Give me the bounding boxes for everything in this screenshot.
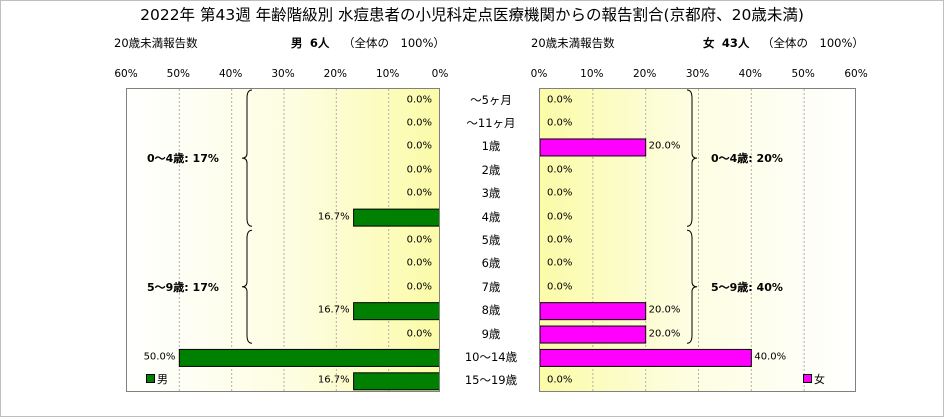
male-value-label: 0.0% bbox=[406, 140, 432, 152]
male-x-tick: 40% bbox=[218, 68, 243, 80]
male-value-label: 16.7% bbox=[317, 304, 350, 316]
female-plot-area bbox=[539, 88, 856, 392]
female-value-label: 0.0% bbox=[547, 94, 573, 106]
female-value-label: 0.0% bbox=[547, 117, 573, 129]
male-value-label: 0.0% bbox=[406, 94, 432, 106]
male-x-tick: 20% bbox=[323, 68, 347, 80]
female-value-label: 0.0% bbox=[547, 187, 573, 199]
female-value-label: 20.0% bbox=[648, 328, 681, 340]
age-category-label: 9歳 bbox=[481, 326, 501, 341]
age-category-label: ～11ヶ月 bbox=[466, 116, 516, 131]
female-legend-swatch bbox=[803, 374, 812, 383]
female-x-tick: 60% bbox=[844, 68, 868, 80]
female-bar-2 bbox=[540, 138, 647, 157]
female-group-label: 5～9歳: 40% bbox=[711, 280, 783, 294]
right-count-value: 女 43人 bbox=[703, 35, 749, 51]
female-x-tick: 10% bbox=[580, 68, 604, 80]
male-value-label: 0.0% bbox=[406, 257, 432, 269]
male-bar-9 bbox=[353, 302, 439, 321]
male-x-tick: 0% bbox=[431, 68, 449, 80]
male-legend-swatch bbox=[146, 374, 155, 383]
male-bar-12 bbox=[353, 372, 439, 391]
age-category-label: 15～19歳 bbox=[464, 373, 518, 388]
left-sex: 男 bbox=[291, 36, 303, 50]
right-total: （全体の 100%） bbox=[762, 36, 864, 50]
age-category-label: 8歳 bbox=[481, 303, 501, 318]
age-category-label: ～5ヶ月 bbox=[470, 92, 512, 107]
female-bar-9 bbox=[540, 302, 647, 321]
male-group-label: 5～9歳: 17% bbox=[147, 280, 219, 294]
male-x-tick: 50% bbox=[166, 68, 190, 80]
male-bars-svg bbox=[178, 89, 439, 391]
male-bar-5 bbox=[353, 208, 439, 227]
age-category-label: 2歳 bbox=[481, 162, 501, 177]
male-group-label: 0～4歳: 17% bbox=[147, 152, 219, 166]
age-category-label: 6歳 bbox=[481, 256, 501, 271]
male-x-tick: 10% bbox=[375, 68, 400, 80]
right-sex: 女 bbox=[703, 36, 715, 50]
left-count-label: 20歳未満報告数 bbox=[114, 36, 198, 50]
left-count: 6人 bbox=[309, 36, 330, 50]
female-bar-10 bbox=[540, 325, 647, 344]
female-x-tick: 30% bbox=[685, 68, 710, 80]
female-x-tick: 40% bbox=[738, 68, 762, 80]
female-bar-11 bbox=[540, 348, 752, 367]
female-legend-label: 女 bbox=[814, 373, 825, 386]
male-value-label: 0.0% bbox=[406, 187, 432, 199]
female-value-label: 20.0% bbox=[648, 140, 681, 152]
female-value-label: 0.0% bbox=[547, 211, 573, 223]
male-value-label: 0.0% bbox=[406, 117, 432, 129]
male-value-label: 50.0% bbox=[143, 351, 176, 363]
male-value-label: 0.0% bbox=[406, 328, 432, 340]
male-bar-11 bbox=[178, 348, 439, 367]
age-category-label: 7歳 bbox=[481, 279, 501, 294]
female-value-label: 0.0% bbox=[547, 281, 573, 293]
female-x-tick: 50% bbox=[791, 68, 815, 80]
left-count-value: 男 6人 bbox=[291, 35, 329, 51]
chart-title: 2022年 第43週 年齢階級別 水痘患者の小児科定点医療機関からの報告割合(京… bbox=[140, 6, 804, 24]
female-value-label: 0.0% bbox=[547, 374, 573, 386]
right-count: 43人 bbox=[721, 36, 750, 50]
male-value-label: 16.7% bbox=[317, 374, 350, 386]
male-x-tick: 60% bbox=[114, 68, 138, 80]
female-value-label: 20.0% bbox=[648, 304, 681, 316]
age-category-label: 1歳 bbox=[481, 139, 501, 154]
right-count-label: 20歳未満報告数 bbox=[531, 36, 615, 50]
female-value-label: 0.0% bbox=[547, 234, 573, 246]
female-x-tick: 0% bbox=[530, 68, 548, 80]
age-category-label: 3歳 bbox=[481, 186, 501, 201]
age-category-label: 5歳 bbox=[481, 233, 501, 247]
left-total: （全体の 100%） bbox=[343, 36, 445, 50]
male-legend-label: 男 bbox=[157, 373, 168, 386]
male-value-label: 0.0% bbox=[406, 281, 432, 293]
female-legend: 女 bbox=[803, 371, 825, 387]
female-value-label: 0.0% bbox=[547, 164, 573, 176]
age-category-label: 4歳 bbox=[481, 209, 501, 224]
female-group-label: 0～4歳: 20% bbox=[711, 152, 783, 166]
male-value-label: 0.0% bbox=[406, 234, 432, 246]
female-value-label: 0.0% bbox=[547, 257, 573, 269]
female-bars-svg bbox=[540, 89, 805, 391]
male-legend: 男 bbox=[146, 371, 168, 387]
female-x-tick: 20% bbox=[632, 68, 657, 80]
male-value-label: 0.0% bbox=[406, 164, 432, 176]
male-value-label: 16.7% bbox=[317, 211, 350, 223]
female-value-label: 40.0% bbox=[754, 351, 787, 363]
age-category-label: 10～14歳 bbox=[464, 349, 518, 364]
male-plot-area bbox=[126, 88, 440, 392]
male-x-tick: 30% bbox=[271, 68, 295, 80]
